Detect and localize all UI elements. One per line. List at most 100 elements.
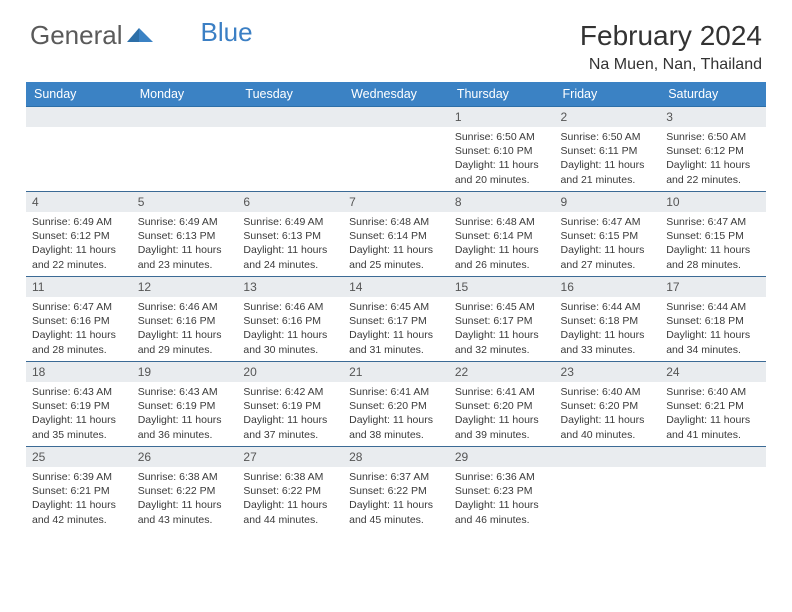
day-number [132,107,238,127]
calendar-cell: 27Sunrise: 6:38 AMSunset: 6:22 PMDayligh… [237,447,343,532]
day-number [26,107,132,127]
calendar-table: SundayMondayTuesdayWednesdayThursdayFrid… [26,82,766,532]
day-number: 24 [660,362,766,382]
calendar-cell [660,447,766,532]
day-number: 14 [343,277,449,297]
day-number: 26 [132,447,238,467]
day-number: 23 [555,362,661,382]
calendar-cell: 10Sunrise: 6:47 AMSunset: 6:15 PMDayligh… [660,192,766,277]
day-details: Sunrise: 6:40 AMSunset: 6:20 PMDaylight:… [555,382,661,446]
weekday-header: Tuesday [237,82,343,107]
calendar-cell: 11Sunrise: 6:47 AMSunset: 6:16 PMDayligh… [26,277,132,362]
calendar-cell: 26Sunrise: 6:38 AMSunset: 6:22 PMDayligh… [132,447,238,532]
day-number: 4 [26,192,132,212]
logo-text-blue: Blue [201,17,253,48]
day-details: Sunrise: 6:40 AMSunset: 6:21 PMDaylight:… [660,382,766,446]
day-details: Sunrise: 6:44 AMSunset: 6:18 PMDaylight:… [660,297,766,361]
calendar-row: 1Sunrise: 6:50 AMSunset: 6:10 PMDaylight… [26,107,766,192]
calendar-cell: 4Sunrise: 6:49 AMSunset: 6:12 PMDaylight… [26,192,132,277]
day-details: Sunrise: 6:50 AMSunset: 6:12 PMDaylight:… [660,127,766,191]
day-details: Sunrise: 6:43 AMSunset: 6:19 PMDaylight:… [26,382,132,446]
day-details: Sunrise: 6:49 AMSunset: 6:13 PMDaylight:… [132,212,238,276]
calendar-cell: 22Sunrise: 6:41 AMSunset: 6:20 PMDayligh… [449,362,555,447]
calendar-cell: 13Sunrise: 6:46 AMSunset: 6:16 PMDayligh… [237,277,343,362]
day-number: 21 [343,362,449,382]
day-number [237,107,343,127]
calendar-row: 11Sunrise: 6:47 AMSunset: 6:16 PMDayligh… [26,277,766,362]
calendar-cell: 18Sunrise: 6:43 AMSunset: 6:19 PMDayligh… [26,362,132,447]
day-number: 3 [660,107,766,127]
calendar-cell: 9Sunrise: 6:47 AMSunset: 6:15 PMDaylight… [555,192,661,277]
day-details: Sunrise: 6:47 AMSunset: 6:15 PMDaylight:… [660,212,766,276]
calendar-body: 1Sunrise: 6:50 AMSunset: 6:10 PMDaylight… [26,107,766,532]
day-details: Sunrise: 6:38 AMSunset: 6:22 PMDaylight:… [132,467,238,531]
day-number [343,107,449,127]
calendar-row: 25Sunrise: 6:39 AMSunset: 6:21 PMDayligh… [26,447,766,532]
day-details: Sunrise: 6:45 AMSunset: 6:17 PMDaylight:… [343,297,449,361]
day-details: Sunrise: 6:36 AMSunset: 6:23 PMDaylight:… [449,467,555,531]
day-details: Sunrise: 6:45 AMSunset: 6:17 PMDaylight:… [449,297,555,361]
day-details: Sunrise: 6:47 AMSunset: 6:15 PMDaylight:… [555,212,661,276]
day-details: Sunrise: 6:46 AMSunset: 6:16 PMDaylight:… [132,297,238,361]
day-details: Sunrise: 6:37 AMSunset: 6:22 PMDaylight:… [343,467,449,531]
day-number: 13 [237,277,343,297]
calendar-cell: 7Sunrise: 6:48 AMSunset: 6:14 PMDaylight… [343,192,449,277]
day-details: Sunrise: 6:44 AMSunset: 6:18 PMDaylight:… [555,297,661,361]
calendar-cell: 20Sunrise: 6:42 AMSunset: 6:19 PMDayligh… [237,362,343,447]
calendar-cell: 16Sunrise: 6:44 AMSunset: 6:18 PMDayligh… [555,277,661,362]
location: Na Muen, Nan, Thailand [580,56,762,74]
day-number: 29 [449,447,555,467]
day-number: 9 [555,192,661,212]
calendar-cell: 19Sunrise: 6:43 AMSunset: 6:19 PMDayligh… [132,362,238,447]
day-details: Sunrise: 6:50 AMSunset: 6:11 PMDaylight:… [555,127,661,191]
day-number: 17 [660,277,766,297]
weekday-header: Wednesday [343,82,449,107]
calendar-cell [343,107,449,192]
day-details: Sunrise: 6:41 AMSunset: 6:20 PMDaylight:… [449,382,555,446]
day-details: Sunrise: 6:48 AMSunset: 6:14 PMDaylight:… [343,212,449,276]
day-details: Sunrise: 6:47 AMSunset: 6:16 PMDaylight:… [26,297,132,361]
day-number: 18 [26,362,132,382]
calendar-cell: 6Sunrise: 6:49 AMSunset: 6:13 PMDaylight… [237,192,343,277]
day-details: Sunrise: 6:43 AMSunset: 6:19 PMDaylight:… [132,382,238,446]
calendar-cell: 28Sunrise: 6:37 AMSunset: 6:22 PMDayligh… [343,447,449,532]
calendar-cell: 21Sunrise: 6:41 AMSunset: 6:20 PMDayligh… [343,362,449,447]
day-number: 16 [555,277,661,297]
day-number: 20 [237,362,343,382]
weekday-header: Thursday [449,82,555,107]
day-details: Sunrise: 6:48 AMSunset: 6:14 PMDaylight:… [449,212,555,276]
header: General Blue February 2024 Na Muen, Nan,… [0,0,792,82]
weekday-header: Saturday [660,82,766,107]
day-details: Sunrise: 6:38 AMSunset: 6:22 PMDaylight:… [237,467,343,531]
calendar-cell [132,107,238,192]
day-number [555,447,661,467]
day-number: 25 [26,447,132,467]
calendar-cell: 29Sunrise: 6:36 AMSunset: 6:23 PMDayligh… [449,447,555,532]
day-number: 8 [449,192,555,212]
calendar-cell [555,447,661,532]
weekday-header: Monday [132,82,238,107]
weekday-header: Friday [555,82,661,107]
day-details: Sunrise: 6:42 AMSunset: 6:19 PMDaylight:… [237,382,343,446]
calendar-cell: 12Sunrise: 6:46 AMSunset: 6:16 PMDayligh… [132,277,238,362]
calendar-cell: 25Sunrise: 6:39 AMSunset: 6:21 PMDayligh… [26,447,132,532]
day-number: 27 [237,447,343,467]
calendar-head: SundayMondayTuesdayWednesdayThursdayFrid… [26,82,766,107]
day-number: 1 [449,107,555,127]
day-number: 22 [449,362,555,382]
day-number: 7 [343,192,449,212]
month-title: February 2024 [580,20,762,52]
logo-text-general: General [30,20,123,51]
day-details: Sunrise: 6:41 AMSunset: 6:20 PMDaylight:… [343,382,449,446]
logo: General Blue [30,20,253,51]
day-number: 19 [132,362,238,382]
calendar-cell: 8Sunrise: 6:48 AMSunset: 6:14 PMDaylight… [449,192,555,277]
calendar-cell: 14Sunrise: 6:45 AMSunset: 6:17 PMDayligh… [343,277,449,362]
day-number: 28 [343,447,449,467]
weekday-header: Sunday [26,82,132,107]
calendar-cell: 17Sunrise: 6:44 AMSunset: 6:18 PMDayligh… [660,277,766,362]
calendar-cell: 23Sunrise: 6:40 AMSunset: 6:20 PMDayligh… [555,362,661,447]
day-number: 11 [26,277,132,297]
day-details: Sunrise: 6:50 AMSunset: 6:10 PMDaylight:… [449,127,555,191]
calendar-cell [237,107,343,192]
